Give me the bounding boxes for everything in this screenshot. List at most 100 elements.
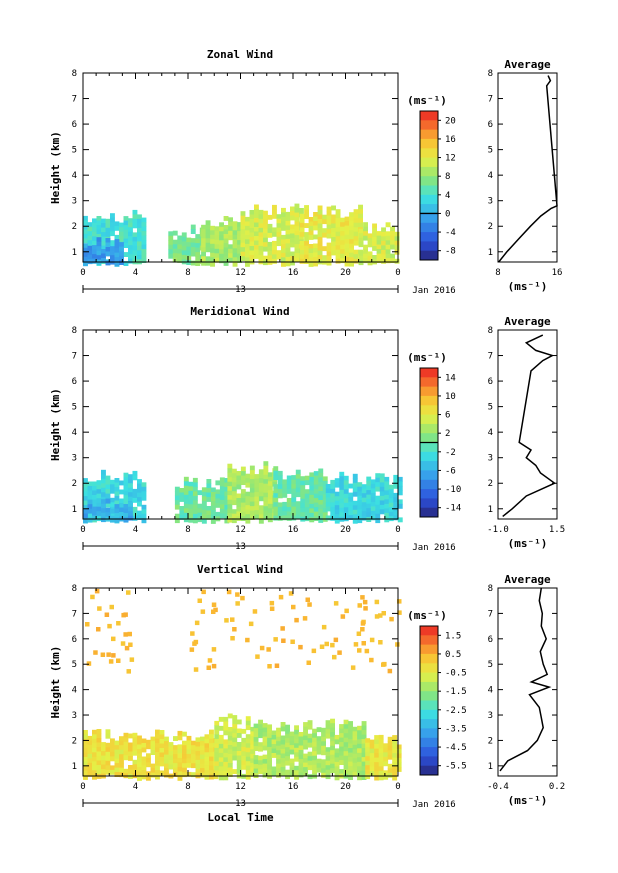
heatmap-cell — [110, 769, 115, 775]
heatmap-cell — [249, 488, 255, 493]
heatmap-cell — [290, 233, 295, 239]
heatmap-cell — [137, 767, 142, 772]
heatmap-cell — [344, 230, 350, 235]
heatmap-cell — [92, 504, 97, 509]
heatmap-cell — [119, 754, 124, 760]
heatmap-cell — [263, 488, 269, 494]
colorbar-band — [420, 377, 438, 388]
heatmap-cell — [393, 510, 399, 516]
heatmap-cell — [204, 761, 210, 767]
heatmap-cell — [249, 246, 255, 251]
heatmap-cell — [206, 479, 212, 484]
heatmap-cell — [322, 489, 328, 495]
heatmap-cell — [83, 761, 88, 767]
heatmap-cell — [276, 772, 281, 778]
heatmap-cell — [334, 505, 340, 511]
x-tick-label: 4 — [133, 782, 138, 792]
heatmap-cell — [128, 231, 133, 237]
heatmap-cell — [322, 498, 328, 504]
heatmap-cell — [132, 737, 138, 743]
heatmap-cell — [309, 512, 315, 518]
y-tick-label: 8 — [72, 584, 77, 594]
heatmap-cell — [272, 204, 277, 210]
heatmap-cell — [307, 765, 313, 771]
heatmap-cell — [253, 741, 259, 747]
heatmap-cell — [353, 231, 359, 237]
heatmap-cell — [312, 728, 317, 734]
heatmap-cell — [173, 767, 178, 773]
heatmap-cell — [250, 753, 256, 759]
heatmap-cell — [258, 764, 263, 770]
heatmap-cell — [104, 612, 110, 617]
heatmap-cell — [93, 650, 98, 655]
heatmap-cell — [101, 469, 106, 475]
heatmap-cell — [365, 738, 371, 744]
heatmap-cell — [392, 748, 398, 754]
heatmap-cell — [223, 748, 229, 754]
heatmap-cell — [123, 477, 129, 483]
heatmap-cell — [87, 753, 93, 759]
heatmap-cell — [326, 247, 332, 252]
heatmap-cell — [92, 511, 97, 516]
heatmap-cell — [291, 484, 297, 489]
heatmap-cell — [101, 227, 106, 233]
heatmap-cell — [266, 647, 271, 652]
heatmap-cell — [250, 726, 256, 732]
heatmap-cell — [361, 761, 367, 767]
heatmap-cell — [263, 210, 268, 216]
heatmap-cell — [96, 747, 102, 752]
heatmap-cell — [245, 225, 250, 231]
heatmap-cell — [232, 755, 238, 761]
heatmap-cell — [227, 749, 233, 755]
heatmap-cell — [126, 669, 131, 674]
heatmap-cell — [303, 726, 308, 732]
heatmap-cell — [352, 482, 358, 488]
heatmap-cell — [100, 652, 106, 657]
heatmap-cell — [267, 746, 272, 752]
heatmap-cell — [237, 258, 242, 263]
heatmap-cell — [227, 754, 233, 759]
heatmap-cell — [358, 255, 364, 261]
heatmap-cell — [307, 742, 313, 748]
heatmap-cell — [281, 207, 286, 213]
heatmap-cell — [376, 231, 382, 236]
heatmap-cell — [177, 244, 183, 250]
heatmap-cell — [210, 501, 216, 506]
heatmap-cell — [183, 517, 189, 523]
heatmap-cell — [245, 509, 251, 515]
heatmap-cell — [105, 475, 111, 481]
heatmap-cell — [316, 736, 322, 742]
heatmap-cell — [92, 231, 97, 237]
heatmap-cell — [195, 768, 201, 774]
heatmap-cell — [235, 601, 240, 606]
heatmap-cell — [231, 500, 237, 506]
heatmap-cell — [96, 246, 102, 252]
heatmap-cell — [367, 237, 373, 243]
heatmap-cell — [348, 766, 353, 771]
heatmap-cell — [96, 225, 102, 230]
heatmap-cell — [227, 731, 233, 737]
heatmap-cell — [123, 632, 128, 637]
heatmap-cell — [387, 763, 393, 769]
heatmap-cell — [340, 249, 345, 255]
heatmap-cell — [105, 751, 111, 757]
heatmap-cell — [241, 746, 247, 752]
heatmap-cell — [280, 722, 286, 727]
heatmap-cell — [181, 254, 187, 260]
heatmap-cell — [273, 493, 279, 499]
heatmap-cell — [340, 217, 345, 223]
heatmap-cell — [210, 519, 216, 524]
heatmap-cell — [219, 258, 224, 264]
heatmap-cell — [267, 769, 272, 775]
heatmap-cell — [343, 719, 349, 725]
heatmap-cell — [141, 509, 147, 515]
heatmap-cell — [383, 761, 389, 767]
heatmap-cell — [286, 475, 292, 481]
heatmap-cell — [397, 476, 403, 482]
heatmap-cell — [236, 511, 242, 517]
heatmap-cell — [348, 757, 353, 762]
heatmap-cell — [280, 762, 286, 768]
heatmap-cell — [101, 503, 106, 509]
heatmap-cell — [132, 470, 138, 476]
